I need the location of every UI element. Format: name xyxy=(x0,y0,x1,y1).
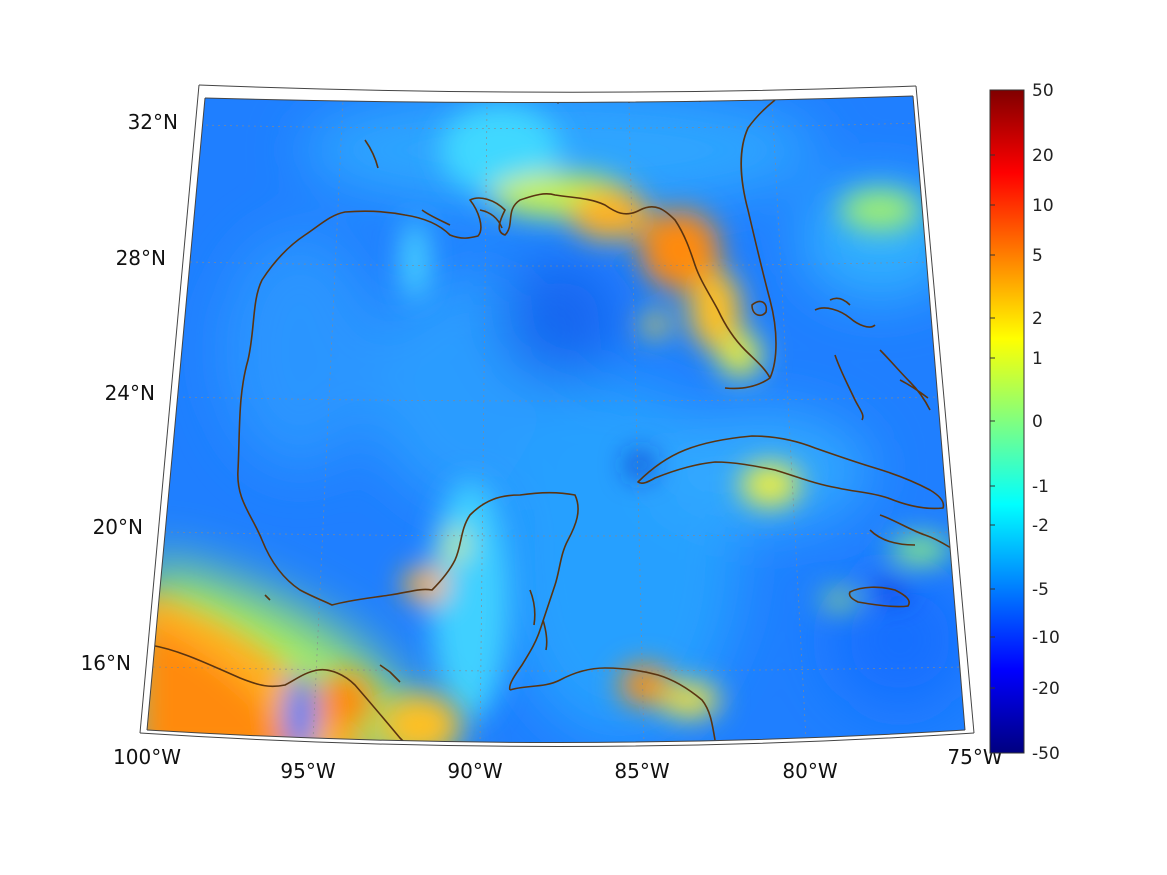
map-frame xyxy=(139,84,975,747)
latitude-gridline xyxy=(176,396,941,402)
lat-tick-label: 32°N xyxy=(128,110,178,134)
colorbar-tick-label: 2 xyxy=(1032,309,1043,329)
latitude-gridline xyxy=(199,122,921,129)
colorbar-tick-label: -50 xyxy=(1032,744,1060,764)
colorbar-tick-label: 1 xyxy=(1032,349,1043,369)
colorbar-tick-label: -10 xyxy=(1032,628,1060,648)
colorbar-tick-label: 20 xyxy=(1032,146,1054,166)
lon-tick-label: 85°W xyxy=(614,759,669,783)
colorbar-tick-label: 50 xyxy=(1032,81,1054,101)
lat-tick-label: 20°N xyxy=(93,515,143,539)
colorbar-gradient xyxy=(989,89,1025,754)
longitude-gridline xyxy=(771,99,807,741)
lon-tick-label: 95°W xyxy=(280,759,335,783)
longitude-gridline xyxy=(628,102,645,743)
colorbar-tick-label: 10 xyxy=(1032,196,1054,216)
lon-tick-label: 100°W xyxy=(113,745,181,769)
colorbar-tick-label: -2 xyxy=(1032,516,1049,536)
colorbar-tick-label: -5 xyxy=(1032,580,1049,600)
map-area xyxy=(147,96,965,743)
lon-tick-label: 90°W xyxy=(447,759,502,783)
coastlines xyxy=(149,99,959,743)
lon-tick-labels: 100°W95°W 90°W 85°W 80°W75°W xyxy=(113,745,1003,783)
lat-tick-labels: 32°N 28°N 24°N 20°N 16°N xyxy=(81,110,178,675)
colorbar-tick-label: -1 xyxy=(1032,477,1049,497)
lat-tick-label: 24°N xyxy=(105,381,155,405)
longitude-gridline xyxy=(479,102,488,743)
colorbar-tick-label: -20 xyxy=(1032,679,1060,699)
heat-field xyxy=(147,96,965,743)
lon-tick-label: 80°W xyxy=(782,759,837,783)
lat-tick-label: 16°N xyxy=(81,651,131,675)
colorbar-tick-label: 0 xyxy=(1032,412,1043,432)
lat-tick-label: 28°N xyxy=(116,246,166,270)
colorbar-tick-label: 5 xyxy=(1032,246,1043,266)
